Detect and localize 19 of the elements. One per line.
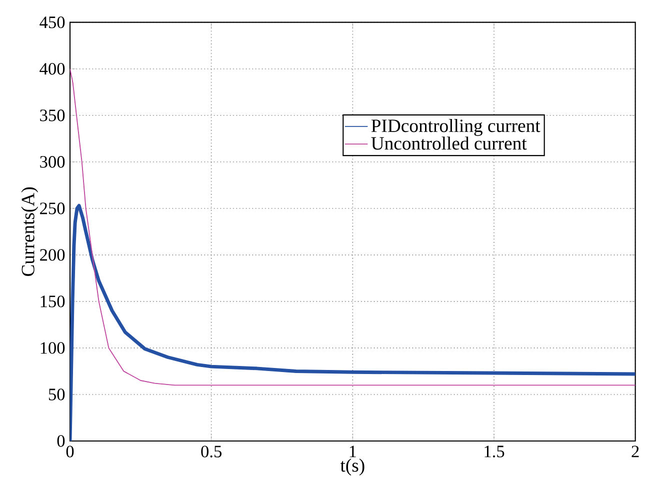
- y-tick-label: 450: [40, 16, 65, 28]
- x-tick-label: 1.5: [484, 446, 504, 458]
- legend-label: PIDcontrolling current: [371, 118, 540, 136]
- x-tick-label: 1: [350, 446, 356, 458]
- x-tick-label: 2: [632, 446, 639, 458]
- y-tick-label: 250: [40, 202, 65, 214]
- y-axis-title: Currents(A): [21, 187, 38, 276]
- y-tick-label: 400: [40, 63, 65, 75]
- legend-label: Uncontrolled current: [371, 136, 527, 150]
- y-tick-label: 50: [48, 388, 65, 400]
- y-tick-label: 300: [40, 156, 65, 168]
- y-tick-label: 100: [40, 342, 65, 354]
- y-tick-label: 350: [40, 110, 65, 122]
- x-tick-label: 0.5: [201, 446, 222, 458]
- x-tick-label: 0: [66, 446, 74, 458]
- y-tick-label: 150: [40, 296, 65, 308]
- y-tick-label: 0: [57, 435, 65, 447]
- x-axis-title: t(s): [340, 458, 364, 476]
- y-tick-label: 200: [40, 249, 65, 261]
